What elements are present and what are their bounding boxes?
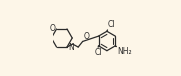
Text: Cl: Cl [108, 20, 115, 29]
Text: N: N [68, 43, 74, 52]
Text: Cl: Cl [94, 48, 102, 57]
Text: O: O [83, 32, 89, 41]
Text: NH₂: NH₂ [117, 47, 132, 56]
Text: O: O [49, 24, 55, 33]
